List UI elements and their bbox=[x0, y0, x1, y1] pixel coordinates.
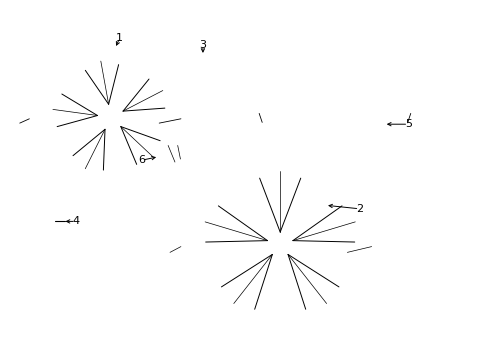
Text: 3: 3 bbox=[199, 40, 206, 50]
Text: 5: 5 bbox=[404, 119, 411, 129]
Text: 2: 2 bbox=[355, 204, 362, 214]
Text: 1: 1 bbox=[116, 33, 123, 43]
Text: 6: 6 bbox=[138, 155, 145, 165]
Text: 4: 4 bbox=[72, 216, 79, 226]
